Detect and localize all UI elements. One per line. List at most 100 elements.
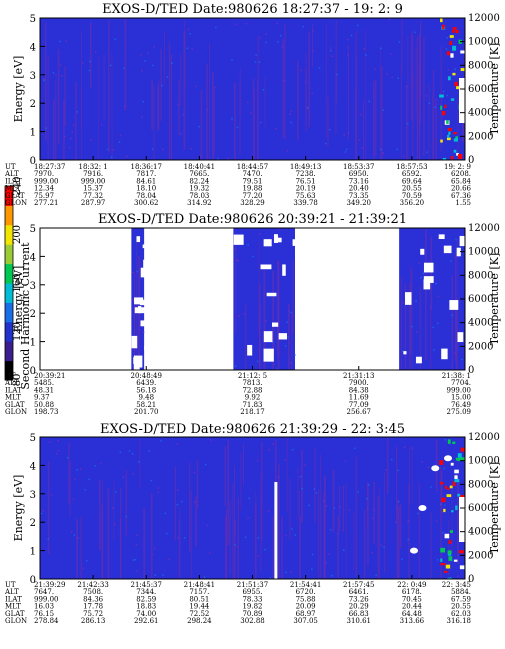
ephemeris-value: 70.59 [402,192,422,200]
texture-stripe [139,438,141,490]
texture-stripe [55,79,57,160]
speckle [407,538,410,541]
texture-stripe [233,466,236,537]
texture-stripe [415,47,417,118]
texture-stripe [227,439,230,546]
speckle [386,73,388,75]
speckle [45,127,48,130]
speckle [271,341,274,343]
speckle [451,314,453,316]
y-tick-label: 4 [30,461,36,472]
speckle [388,18,391,20]
ephemeris-value: 76.15 [34,610,54,618]
ephemeris-value: 73.16 [349,177,370,185]
texture-stripe [335,19,337,104]
edge-noise [447,127,452,132]
y-tick-label: 4 [30,252,36,263]
texture-stripe [190,490,192,579]
ephemeris-value: 12.34 [34,185,55,193]
texture-stripe [211,72,214,160]
data-gap [292,239,299,246]
texture-stripe [451,489,453,555]
speckle [405,85,408,87]
ephemeris-value: 198.73 [34,408,59,416]
speckle [138,460,140,463]
y2-tick-label: 6000 [468,84,493,95]
speckle [100,123,103,126]
data-gap [247,344,253,356]
speckle [125,515,128,518]
speckle [328,553,330,555]
speckle [176,503,179,506]
ephemeris-value: 78.03 [189,192,209,200]
ephemeris-value: 18:32: 1 [79,163,108,171]
speckle [136,270,138,273]
data-gap [263,331,273,343]
texture-stripe [178,519,181,579]
speckle [150,479,153,482]
edge-noise [443,508,446,513]
speckle [122,476,124,478]
y2-tick-label: 4000 [468,318,493,329]
data-gap [459,235,465,247]
speckle [148,450,150,452]
speckle [118,141,121,143]
texture-stripe [157,80,160,130]
texture-stripe [111,53,113,160]
speckle [304,81,307,83]
y-tick-label: 5 [30,224,36,235]
speckle [258,61,261,63]
y2-tick-label: 0 [468,155,474,166]
speckle [442,531,444,534]
speckle [126,155,128,158]
texture-stripe [107,488,110,579]
data-gap [136,236,141,243]
speckle [415,331,418,333]
speckle [389,53,392,55]
edge-noise [460,457,465,461]
blob [431,465,440,472]
speckle [414,31,416,34]
speckle [269,577,272,579]
speckle [199,155,202,157]
colorbar-swatch [5,341,13,362]
texture-stripe [174,466,177,541]
ephemeris-value: 5485. [34,379,54,387]
speckle [115,491,117,493]
speckle [141,69,144,72]
ephemeris-value: 7344. [136,588,156,596]
edge-noise [446,137,451,141]
data-gap [415,356,422,364]
edge-noise [454,81,458,87]
speckle [365,54,367,56]
speckle [415,300,417,302]
ephemeris-value: 9.48 [138,394,154,402]
ephemeris-label: UT [5,581,16,589]
speckle [59,64,62,66]
ephemeris-value: 999.00 [447,386,472,394]
texture-stripe [432,69,435,160]
texture-stripe [362,101,365,160]
speckle [306,106,309,108]
speckle [290,362,292,364]
edge-noise [442,157,447,160]
edge-noise [441,497,446,503]
colorbar-tick-label: 160 [12,273,23,292]
ephemeris-value: 302.88 [240,617,265,625]
data-gap [266,292,277,297]
ephemeris-value: 275.09 [447,408,472,416]
speckle [231,58,233,61]
speckle [375,574,377,577]
texture-stripe [134,294,136,364]
edge-noise [460,495,465,499]
speckle [259,121,262,124]
texture-stripe [69,460,71,517]
ephemeris-label: UT [5,372,16,380]
texture-stripe [80,516,82,579]
texture-stripe [347,44,350,140]
texture-stripe [327,97,329,147]
speckle [76,111,79,113]
y-tick-label: 0 [30,156,36,167]
speckle [176,443,179,445]
data-gap [282,264,286,276]
